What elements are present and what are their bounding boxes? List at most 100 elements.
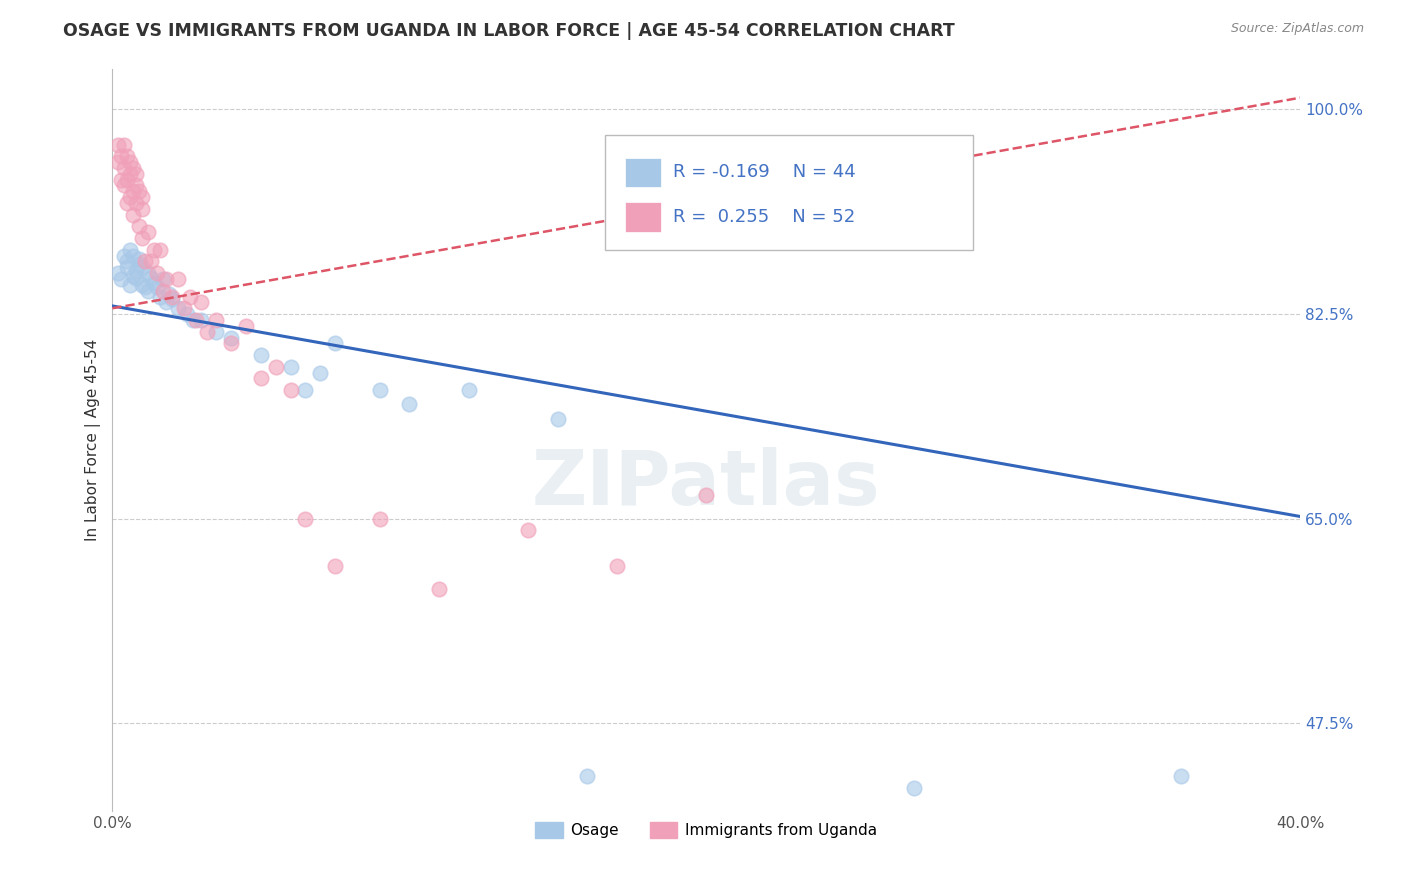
Point — [139, 254, 162, 268]
Point — [136, 284, 159, 298]
Point — [112, 161, 135, 175]
Point — [107, 155, 129, 169]
Y-axis label: In Labor Force | Age 45-54: In Labor Force | Age 45-54 — [86, 339, 101, 541]
Point — [606, 558, 628, 573]
Point — [695, 488, 717, 502]
Point — [112, 249, 135, 263]
Point — [122, 184, 145, 198]
Point — [547, 412, 569, 426]
Point — [398, 397, 420, 411]
Point — [120, 167, 142, 181]
FancyBboxPatch shape — [626, 158, 661, 187]
Text: Source: ZipAtlas.com: Source: ZipAtlas.com — [1230, 22, 1364, 36]
Point — [122, 249, 145, 263]
Point — [136, 266, 159, 280]
Point — [131, 202, 153, 216]
Point — [110, 149, 132, 163]
Point — [110, 272, 132, 286]
Point — [120, 155, 142, 169]
Point — [120, 277, 142, 292]
Point — [576, 769, 599, 783]
Point — [166, 301, 188, 316]
Point — [903, 780, 925, 795]
Point — [205, 325, 228, 339]
Text: R = -0.169    N = 44: R = -0.169 N = 44 — [673, 163, 856, 181]
Point — [117, 172, 139, 186]
Point — [160, 292, 183, 306]
Point — [110, 172, 132, 186]
Point — [294, 512, 316, 526]
Point — [131, 231, 153, 245]
Point — [184, 313, 207, 327]
FancyBboxPatch shape — [605, 136, 973, 251]
Point — [179, 289, 201, 303]
Point — [190, 295, 212, 310]
Point — [173, 301, 195, 316]
Point — [112, 178, 135, 193]
Point — [134, 280, 156, 294]
Point — [128, 257, 150, 271]
Point — [190, 313, 212, 327]
Point — [155, 295, 177, 310]
Point — [264, 359, 287, 374]
Point — [176, 307, 198, 321]
Point — [219, 336, 242, 351]
Point — [117, 196, 139, 211]
Point — [309, 366, 332, 380]
Point — [517, 524, 540, 538]
Point — [160, 289, 183, 303]
Point — [368, 383, 391, 397]
Text: OSAGE VS IMMIGRANTS FROM UGANDA IN LABOR FORCE | AGE 45-54 CORRELATION CHART: OSAGE VS IMMIGRANTS FROM UGANDA IN LABOR… — [63, 22, 955, 40]
Point — [427, 582, 450, 596]
Point — [131, 277, 153, 292]
Text: ZIPatlas: ZIPatlas — [531, 448, 880, 522]
Point — [219, 330, 242, 344]
Point — [136, 225, 159, 239]
Point — [134, 254, 156, 268]
Point — [112, 137, 135, 152]
Point — [128, 219, 150, 234]
Point — [235, 318, 257, 333]
Point — [117, 260, 139, 275]
Point — [149, 289, 172, 303]
Point — [294, 383, 316, 397]
Point — [131, 260, 153, 275]
Point — [250, 348, 273, 362]
Point — [125, 196, 148, 211]
Point — [146, 280, 169, 294]
Point — [157, 287, 180, 301]
Point — [128, 184, 150, 198]
Point — [146, 266, 169, 280]
Point — [152, 284, 174, 298]
Point — [139, 271, 162, 285]
Point — [107, 266, 129, 280]
Point — [250, 371, 273, 385]
Point — [107, 137, 129, 152]
Point — [457, 383, 479, 397]
Point — [122, 208, 145, 222]
Point — [323, 558, 346, 573]
Point — [120, 190, 142, 204]
Point — [197, 325, 219, 339]
Point — [323, 336, 346, 351]
Point — [128, 252, 150, 267]
Point — [120, 243, 142, 257]
Point — [117, 254, 139, 268]
Point — [155, 272, 177, 286]
FancyBboxPatch shape — [626, 202, 661, 232]
Point — [280, 359, 302, 374]
Point — [166, 272, 188, 286]
Point — [122, 268, 145, 283]
Point — [117, 149, 139, 163]
Point — [368, 512, 391, 526]
Point — [152, 272, 174, 286]
Legend: Osage, Immigrants from Uganda: Osage, Immigrants from Uganda — [529, 816, 883, 845]
Point — [125, 178, 148, 193]
Point — [125, 264, 148, 278]
Point — [143, 276, 166, 290]
Point — [280, 383, 302, 397]
Point — [181, 313, 204, 327]
Text: R =  0.255    N = 52: R = 0.255 N = 52 — [673, 208, 855, 226]
Point — [125, 271, 148, 285]
Point — [122, 161, 145, 175]
